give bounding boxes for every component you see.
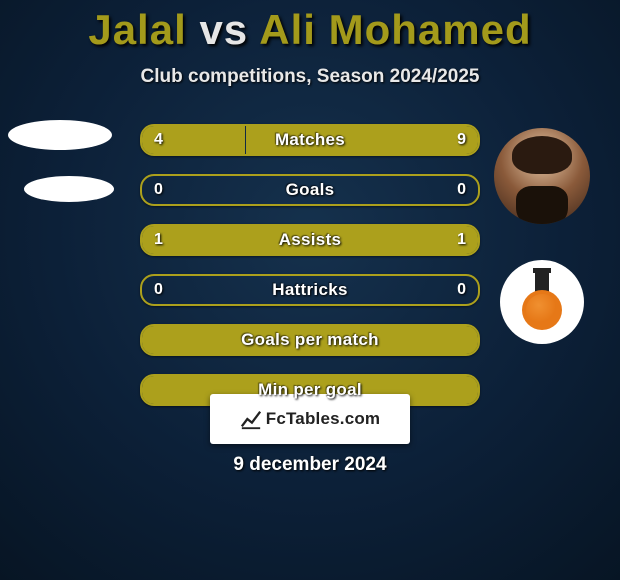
comparison-card: Jalal vs Ali Mohamed Club competitions, … xyxy=(0,0,620,580)
subtitle: Club competitions, Season 2024/2025 xyxy=(0,66,620,88)
stat-row: 00Goals xyxy=(140,174,480,206)
ajman-club-icon xyxy=(517,272,567,332)
stat-row: 49Matches xyxy=(140,124,480,156)
stat-label: Matches xyxy=(142,126,478,154)
player2-avatar xyxy=(494,128,590,224)
vs-label: vs xyxy=(199,6,248,53)
stat-label: Assists xyxy=(142,226,478,254)
date-label: 9 december 2024 xyxy=(0,454,620,476)
stat-row: 11Assists xyxy=(140,224,480,256)
brand-label: FcTables.com xyxy=(240,408,381,430)
player2-name: Ali Mohamed xyxy=(259,6,531,53)
stat-label: Goals xyxy=(142,176,478,204)
page-title: Jalal vs Ali Mohamed xyxy=(0,0,620,54)
player2-club-logo xyxy=(500,260,584,344)
player1-club-logo xyxy=(24,176,114,202)
chart-line-icon xyxy=(240,408,262,430)
stat-row: 00Hattricks xyxy=(140,274,480,306)
stat-label: Hattricks xyxy=(142,276,478,304)
player1-avatar xyxy=(8,120,112,150)
player1-name: Jalal xyxy=(88,6,186,53)
stats-container: 49Matches 00Goals 11Assists 00Hattricks Goal… xyxy=(140,124,480,424)
stat-label: Min per goal xyxy=(142,376,478,404)
stat-label: Goals per match xyxy=(142,326,478,354)
stat-row: Min per goal xyxy=(140,374,480,406)
stat-row: Goals per match xyxy=(140,324,480,356)
brand-text: FcTables.com xyxy=(266,409,381,429)
